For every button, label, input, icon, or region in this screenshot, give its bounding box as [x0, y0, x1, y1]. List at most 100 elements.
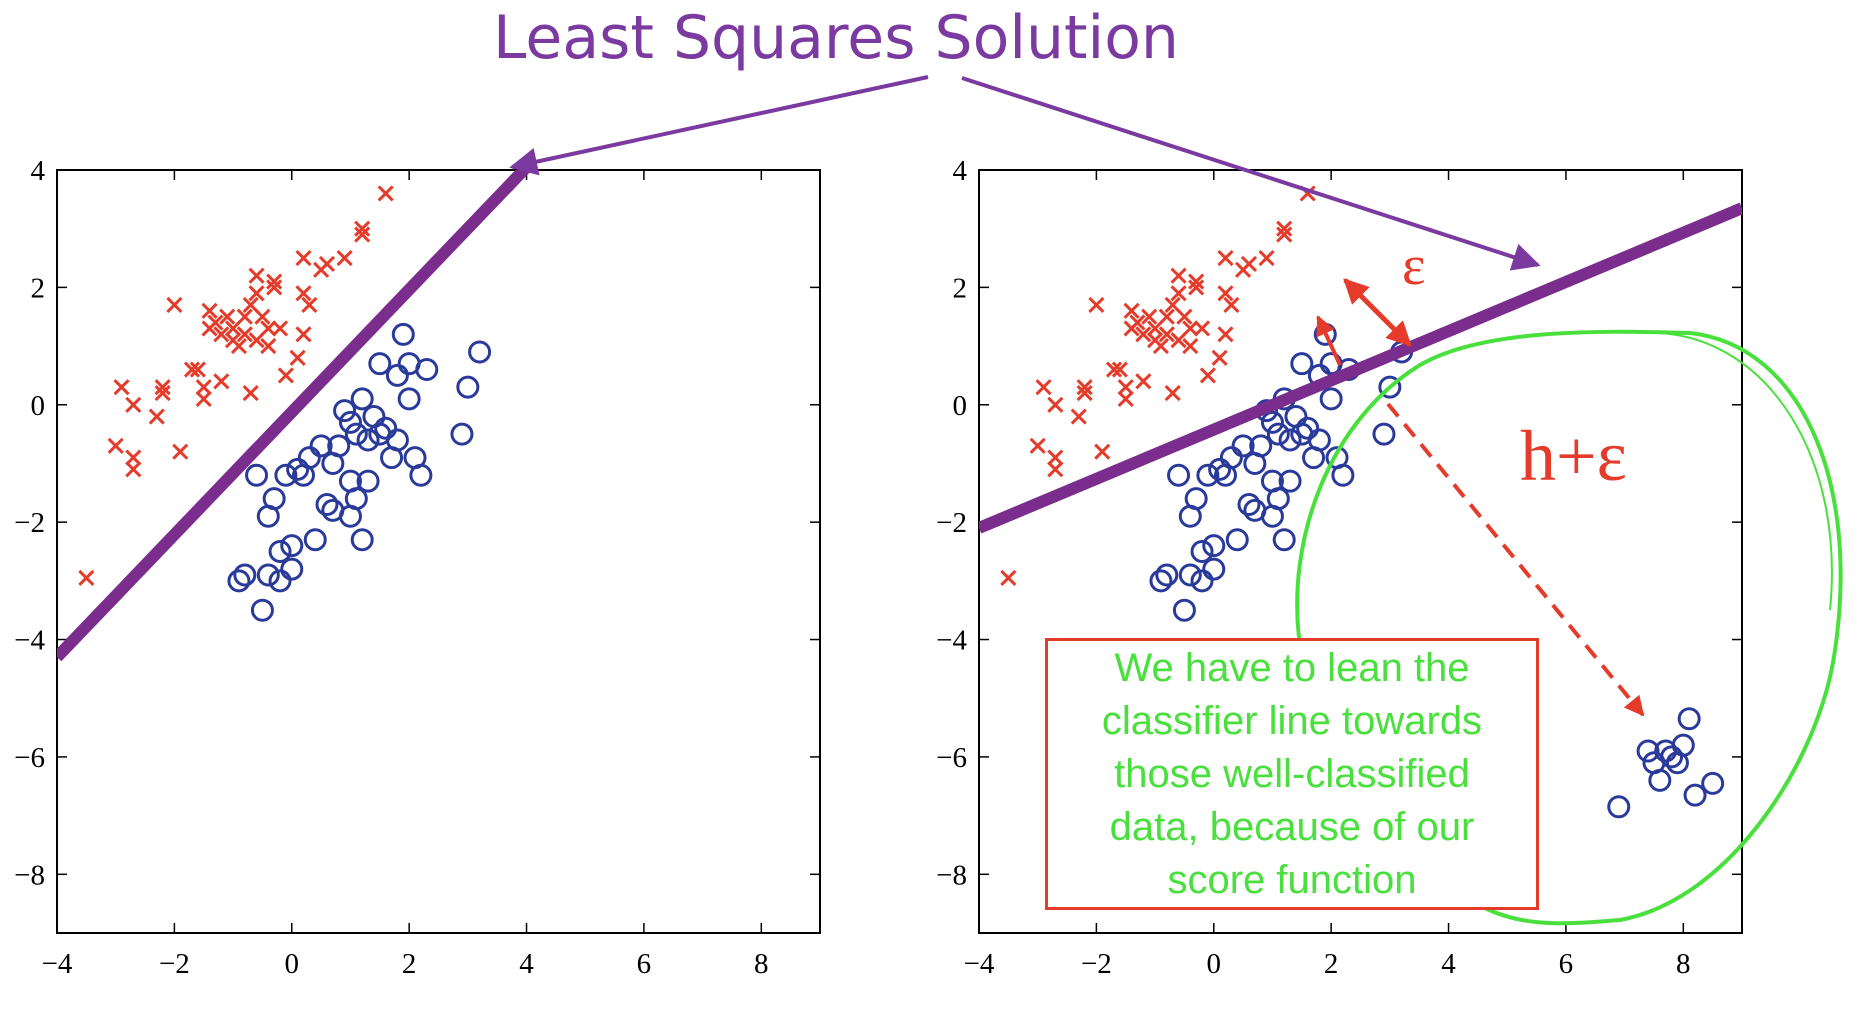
data-point-cross [1000, 569, 1017, 586]
x-tick-label: 2 [1324, 948, 1339, 980]
data-point-circle [280, 534, 304, 558]
y-tick-label: 4 [31, 155, 46, 187]
title-arrow-right [961, 76, 1541, 271]
data-point-circle [1178, 563, 1202, 587]
data-point-circle [1249, 434, 1273, 458]
data-point-cross [254, 308, 271, 325]
x-tick-label: 6 [1559, 948, 1574, 980]
data-point-cross [1258, 249, 1275, 267]
x-tick-label: −2 [1081, 948, 1112, 980]
data-point-circle [350, 387, 374, 411]
data-point-cross [225, 320, 242, 337]
data-point-circle [1607, 795, 1631, 819]
data-point-circle [1231, 434, 1255, 458]
data-point-cross [1182, 320, 1199, 337]
data-point-cross [1188, 273, 1205, 290]
data-point-cross [1217, 326, 1234, 343]
data-point-cross [1035, 379, 1052, 396]
data-point-cross [1170, 285, 1187, 302]
data-point-cross [1164, 384, 1181, 402]
data-point-circle [297, 446, 321, 470]
data-point-circle [268, 540, 292, 563]
data-point-cross [1141, 308, 1158, 325]
data-point-circle [1225, 528, 1249, 552]
data-point-circle [344, 422, 368, 446]
x-tick-label: 2 [402, 948, 417, 980]
data-point-circle [374, 416, 398, 440]
data-point-circle [1319, 387, 1343, 411]
y-tick-label: −8 [14, 859, 45, 891]
title-arrow-left [509, 75, 929, 176]
data-point-circle [1378, 375, 1402, 399]
outlier-dashed-arrow [1386, 402, 1645, 717]
data-point-cross [183, 361, 201, 378]
data-point-circle [245, 463, 269, 487]
data-point-circle [450, 422, 474, 446]
data-point-cross [1176, 308, 1193, 325]
data-point-circle [1278, 428, 1302, 452]
data-point-circle [385, 428, 409, 452]
data-point-cross [172, 443, 189, 460]
data-point-circle [397, 387, 421, 411]
data-point-cross [154, 384, 171, 402]
data-point-cross [1070, 408, 1087, 425]
data-point-cross [236, 308, 253, 325]
x-tick-label: 4 [519, 948, 534, 980]
outlier-region-outline [1295, 329, 1843, 926]
data-point-cross [166, 296, 183, 314]
data-point-circle [1155, 563, 1179, 587]
data-point-circle [233, 563, 257, 587]
data-point-circle [1660, 745, 1684, 769]
data-point-cross [354, 226, 371, 243]
data-point-circle [262, 487, 286, 511]
data-point-cross [1164, 296, 1181, 314]
epsilon-arrow-short [1316, 315, 1342, 366]
data-point-circle [1372, 422, 1396, 446]
data-point-circle [391, 322, 415, 346]
data-point-cross [195, 379, 212, 396]
data-point-circle [1190, 540, 1214, 563]
data-point-cross [1147, 320, 1164, 337]
data-point-cross [1076, 379, 1093, 396]
plot-frame [56, 169, 821, 934]
data-point-cross [260, 338, 277, 355]
data-point-cross [260, 320, 277, 337]
y-tick-label: −4 [14, 625, 45, 657]
data-point-circle [344, 487, 368, 511]
data-point-circle [1677, 707, 1701, 731]
data-point-circle [1683, 783, 1707, 807]
data-point-cross [1276, 226, 1293, 243]
data-point-cross [1158, 326, 1175, 343]
data-point-circle [350, 528, 374, 552]
data-point-cross [125, 396, 142, 413]
data-point-cross [295, 326, 312, 343]
data-point-circle [1202, 557, 1226, 581]
data-point-cross [213, 326, 230, 343]
least-squares-line [57, 170, 531, 662]
data-point-cross [1193, 320, 1211, 337]
data-point-cross [301, 296, 318, 314]
x-tick-label: 8 [1676, 948, 1691, 980]
data-point-circle [409, 463, 433, 487]
data-point-cross [266, 273, 283, 290]
y-tick-label: −6 [936, 742, 967, 774]
data-point-cross [295, 249, 312, 267]
data-point-cross [248, 332, 265, 349]
data-point-cross [336, 249, 353, 267]
y-tick-label: −2 [936, 507, 967, 539]
data-point-cross [1047, 449, 1064, 466]
data-point-circle [333, 399, 357, 423]
data-point-circle [1190, 569, 1214, 593]
data-point-cross [1117, 390, 1134, 407]
data-point-cross [289, 349, 306, 366]
x-tick-label: −4 [42, 948, 73, 980]
data-point-circle [227, 569, 251, 593]
data-point-circle [456, 375, 480, 399]
data-point-circle [1219, 446, 1243, 470]
data-point-circle [1671, 733, 1695, 757]
data-point-circle [1172, 598, 1196, 622]
left-plot: −4 −2 0 2 4 6 8 4 2 0 −2 −4 −6 −8 [14, 155, 821, 980]
data-point-cross [148, 408, 165, 425]
x-tick-label: 6 [637, 948, 652, 980]
